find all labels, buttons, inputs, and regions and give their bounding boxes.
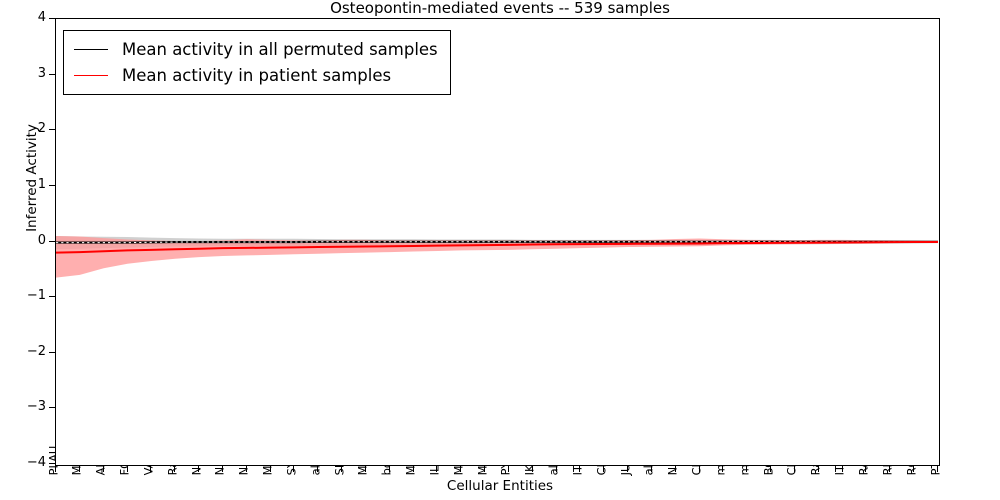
y-tick-label: 1 bbox=[37, 176, 46, 192]
x-tick-mark bbox=[388, 466, 390, 472]
x-tick-mark bbox=[78, 466, 80, 472]
x-tick-mark bbox=[436, 466, 438, 472]
x-tick-mark bbox=[817, 466, 819, 472]
legend-swatch-patient bbox=[74, 74, 108, 76]
y-tick-label: −2 bbox=[26, 343, 46, 359]
x-tick-mark bbox=[913, 466, 915, 472]
x-tick-mark bbox=[102, 466, 104, 472]
legend-swatch-permuted bbox=[74, 48, 108, 50]
x-tick-mark bbox=[293, 466, 295, 472]
y-tick-label: −1 bbox=[26, 288, 46, 304]
y-tick-mark bbox=[49, 407, 55, 409]
x-tick-mark bbox=[793, 466, 795, 472]
x-tick-mark bbox=[198, 466, 200, 472]
x-tick-mark bbox=[770, 466, 772, 472]
x-tick-mark bbox=[627, 466, 629, 472]
x-tick-mark bbox=[460, 466, 462, 472]
legend-item: Mean activity in all permuted samples bbox=[74, 36, 438, 62]
x-tick-mark bbox=[507, 466, 509, 472]
x-tick-mark bbox=[317, 466, 319, 472]
chart-title: Osteopontin-mediated events -- 539 sampl… bbox=[330, 0, 670, 17]
x-axis-title: Cellular Entities bbox=[446, 478, 554, 494]
plot-svg bbox=[56, 235, 938, 278]
x-tick-mark bbox=[937, 466, 938, 472]
x-tick-mark bbox=[722, 466, 724, 472]
y-tick-mark bbox=[49, 184, 55, 186]
x-tick-mark bbox=[579, 466, 581, 472]
legend-item: Mean activity in patient samples bbox=[74, 62, 438, 88]
x-tick-mark bbox=[603, 466, 605, 472]
x-tick-mark bbox=[841, 466, 843, 472]
x-tick-mark bbox=[174, 466, 176, 472]
x-tick-mark bbox=[746, 466, 748, 472]
y-tick-label: 0 bbox=[37, 232, 46, 248]
x-tick-mark bbox=[269, 466, 271, 472]
x-tick-mark bbox=[126, 466, 128, 472]
x-tick-mark bbox=[341, 466, 343, 472]
x-tick-mark bbox=[698, 466, 700, 472]
x-tick-mark bbox=[150, 466, 152, 472]
legend-label-permuted: Mean activity in all permuted samples bbox=[122, 39, 438, 59]
y-tick-mark bbox=[49, 463, 55, 464]
y-tick-label: −3 bbox=[26, 399, 46, 415]
legend-label-patient: Mean activity in patient samples bbox=[122, 65, 392, 85]
x-tick-mark bbox=[650, 466, 652, 472]
x-tick-mark bbox=[865, 466, 867, 472]
x-tick-mark bbox=[555, 466, 557, 472]
y-tick-label: 3 bbox=[37, 65, 46, 81]
x-tick-mark bbox=[412, 466, 414, 472]
x-tick-mark bbox=[55, 466, 56, 472]
y-tick-label: 2 bbox=[37, 121, 46, 137]
y-tick-mark bbox=[49, 351, 55, 353]
x-tick-mark bbox=[889, 466, 891, 472]
y-tick-mark bbox=[49, 296, 55, 298]
chart-legend: Mean activity in all permuted samples Me… bbox=[63, 30, 451, 95]
x-tick-mark bbox=[245, 466, 247, 472]
y-tick-label: 4 bbox=[37, 10, 46, 25]
x-tick-mark bbox=[221, 466, 223, 472]
y-tick-mark bbox=[49, 240, 55, 242]
x-tick-mark bbox=[674, 466, 676, 472]
y-tick-mark bbox=[49, 129, 55, 131]
y-tick-label: −4 bbox=[26, 455, 46, 470]
patient-mean-line bbox=[56, 240, 938, 254]
x-tick-mark bbox=[364, 466, 366, 472]
y-tick-mark bbox=[49, 18, 55, 19]
y-tick-mark bbox=[49, 73, 55, 75]
x-tick-mark bbox=[531, 466, 533, 472]
x-tick-mark bbox=[484, 466, 486, 472]
patient-confidence-band bbox=[56, 235, 938, 278]
